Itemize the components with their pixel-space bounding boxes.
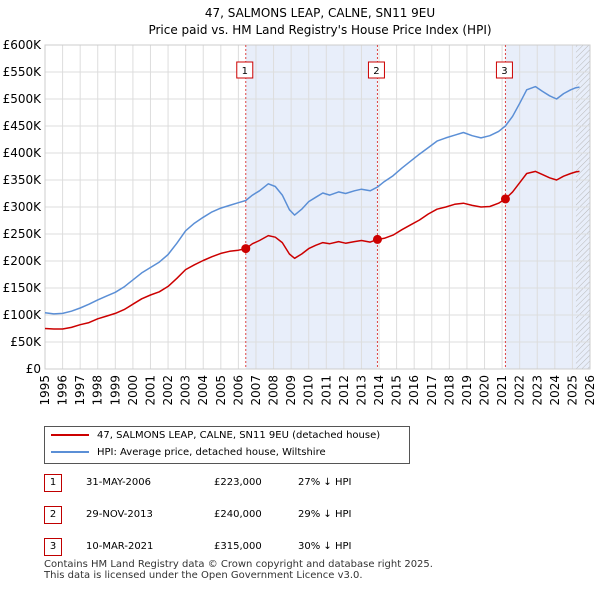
x-tick-label: 2004	[196, 375, 210, 406]
chart-title: 47, SALMONS LEAP, CALNE, SN11 9EU	[205, 6, 435, 20]
x-tick-label: 2021	[495, 375, 509, 406]
y-tick-label: £550K	[3, 65, 43, 79]
x-tick-label: 2014	[372, 375, 386, 406]
y-tick-label: £0	[26, 362, 41, 376]
y-tick-label: £500K	[3, 92, 43, 106]
hpi-line	[44, 85, 580, 315]
x-tick-label: 1996	[56, 375, 70, 406]
sale-label-box	[236, 61, 254, 79]
sale-vertical-lines	[245, 45, 506, 369]
sale-number-badge: 3	[44, 538, 62, 556]
sale-point	[241, 244, 251, 254]
sale-number-badge: 2	[44, 506, 62, 524]
x-tick-label: 2010	[302, 375, 316, 406]
legend-item-hpi: HPI: Average price, detached house, Wilt…	[51, 445, 326, 461]
legend-swatch-hpi	[51, 451, 89, 453]
x-tick-label: 2000	[126, 375, 140, 406]
x-tick-label: 2011	[319, 375, 333, 406]
sale-point	[372, 234, 382, 244]
y-tick-label: £600K	[3, 38, 43, 52]
sale-markers: 1 2 3	[236, 61, 513, 254]
x-tick-label: 2018	[442, 375, 456, 406]
x-tick-label: 2009	[284, 375, 298, 406]
x-tick-label: 2002	[161, 375, 175, 406]
sale-date: 10-MAR-2021	[86, 541, 154, 552]
x-tick-label: 2001	[143, 375, 157, 406]
y-tick-label: £150K	[3, 281, 43, 295]
y-tick-label: £450K	[3, 119, 43, 133]
y-tick-label: £350K	[3, 173, 43, 187]
sale-price: £315,000	[214, 541, 262, 552]
x-tick-label: 1999	[108, 375, 122, 406]
x-tick-label: 2019	[460, 375, 474, 406]
x-tick-label: 2024	[548, 375, 562, 406]
x-tick-label: 2003	[179, 375, 193, 406]
x-tick-label: 2022	[513, 375, 527, 406]
x-tick-label: 2025	[565, 375, 579, 406]
legend: 47, SALMONS LEAP, CALNE, SN11 9EU (detac…	[44, 426, 410, 464]
sale-date: 29-NOV-2013	[86, 509, 153, 520]
grid	[44, 44, 591, 370]
x-tick-label: 1995	[38, 375, 52, 406]
legend-label-property: 47, SALMONS LEAP, CALNE, SN11 9EU (detac…	[97, 430, 381, 441]
legend-swatch-property	[51, 434, 89, 436]
sale-point	[500, 194, 510, 204]
sale-price: £223,000	[214, 477, 262, 488]
x-tick-label: 2006	[231, 375, 245, 406]
sale-label-number: 1	[242, 66, 248, 77]
y-tick-label: £400K	[3, 146, 43, 160]
x-tick-label: 2017	[425, 375, 439, 406]
y-tick-label: £200K	[3, 254, 43, 268]
y-tick-label: £50K	[10, 335, 42, 349]
plot-frame	[44, 44, 591, 370]
footer-license: This data is licensed under the Open Gov…	[44, 570, 363, 581]
sale-hpi-diff: 29% ↓ HPI	[298, 509, 352, 520]
x-tick-label: 2020	[478, 375, 492, 406]
legend-label-hpi: HPI: Average price, detached house, Wilt…	[97, 447, 326, 458]
chart-subtitle: Price paid vs. HM Land Registry's House …	[148, 23, 491, 37]
sale-date: 31-MAY-2006	[86, 477, 152, 488]
y-axis-ticks: £0 £50K £100K £150K £200K £250K £300K £350K £400…	[3, 38, 43, 376]
x-tick-label: 2005	[214, 375, 228, 406]
x-tick-label: 1997	[73, 375, 87, 406]
y-tick-label: £300K	[3, 200, 43, 214]
price-chart: 47, SALMONS LEAP, CALNE, SN11 9EU Price …	[3, 6, 597, 406]
sale-label-number: 2	[373, 66, 379, 77]
x-tick-label: 2013	[354, 375, 368, 406]
x-tick-label: 2015	[390, 375, 404, 406]
y-tick-label: £250K	[3, 227, 43, 241]
x-tick-label: 2012	[337, 375, 351, 406]
legend-item-property: 47, SALMONS LEAP, CALNE, SN11 9EU (detac…	[51, 428, 380, 444]
sale-label-box	[367, 61, 385, 79]
footer-attribution: Contains HM Land Registry data © Crown c…	[44, 559, 433, 581]
sale-hpi-diff: 27% ↓ HPI	[298, 477, 352, 488]
x-tick-label: 2016	[407, 375, 421, 406]
x-axis-ticks: 1995 1996 1997 1998 1999 2000 2001 2002 2003 2004…	[38, 375, 597, 406]
x-tick-label: 1998	[91, 375, 105, 406]
x-tick-label: 2026	[583, 375, 597, 406]
y-tick-label: £100K	[3, 308, 43, 322]
sale-hpi-diff: 30% ↓ HPI	[298, 541, 352, 552]
sale-price: £240,000	[214, 509, 262, 520]
x-tick-label: 2023	[530, 375, 544, 406]
footer-copyright: Contains HM Land Registry data © Crown c…	[44, 559, 433, 570]
x-tick-label: 2008	[267, 375, 281, 406]
sale-label-number: 3	[501, 66, 507, 77]
sale-number-badge: 1	[44, 474, 62, 492]
x-tick-label: 2007	[249, 375, 263, 406]
sale-label-box	[495, 61, 513, 79]
